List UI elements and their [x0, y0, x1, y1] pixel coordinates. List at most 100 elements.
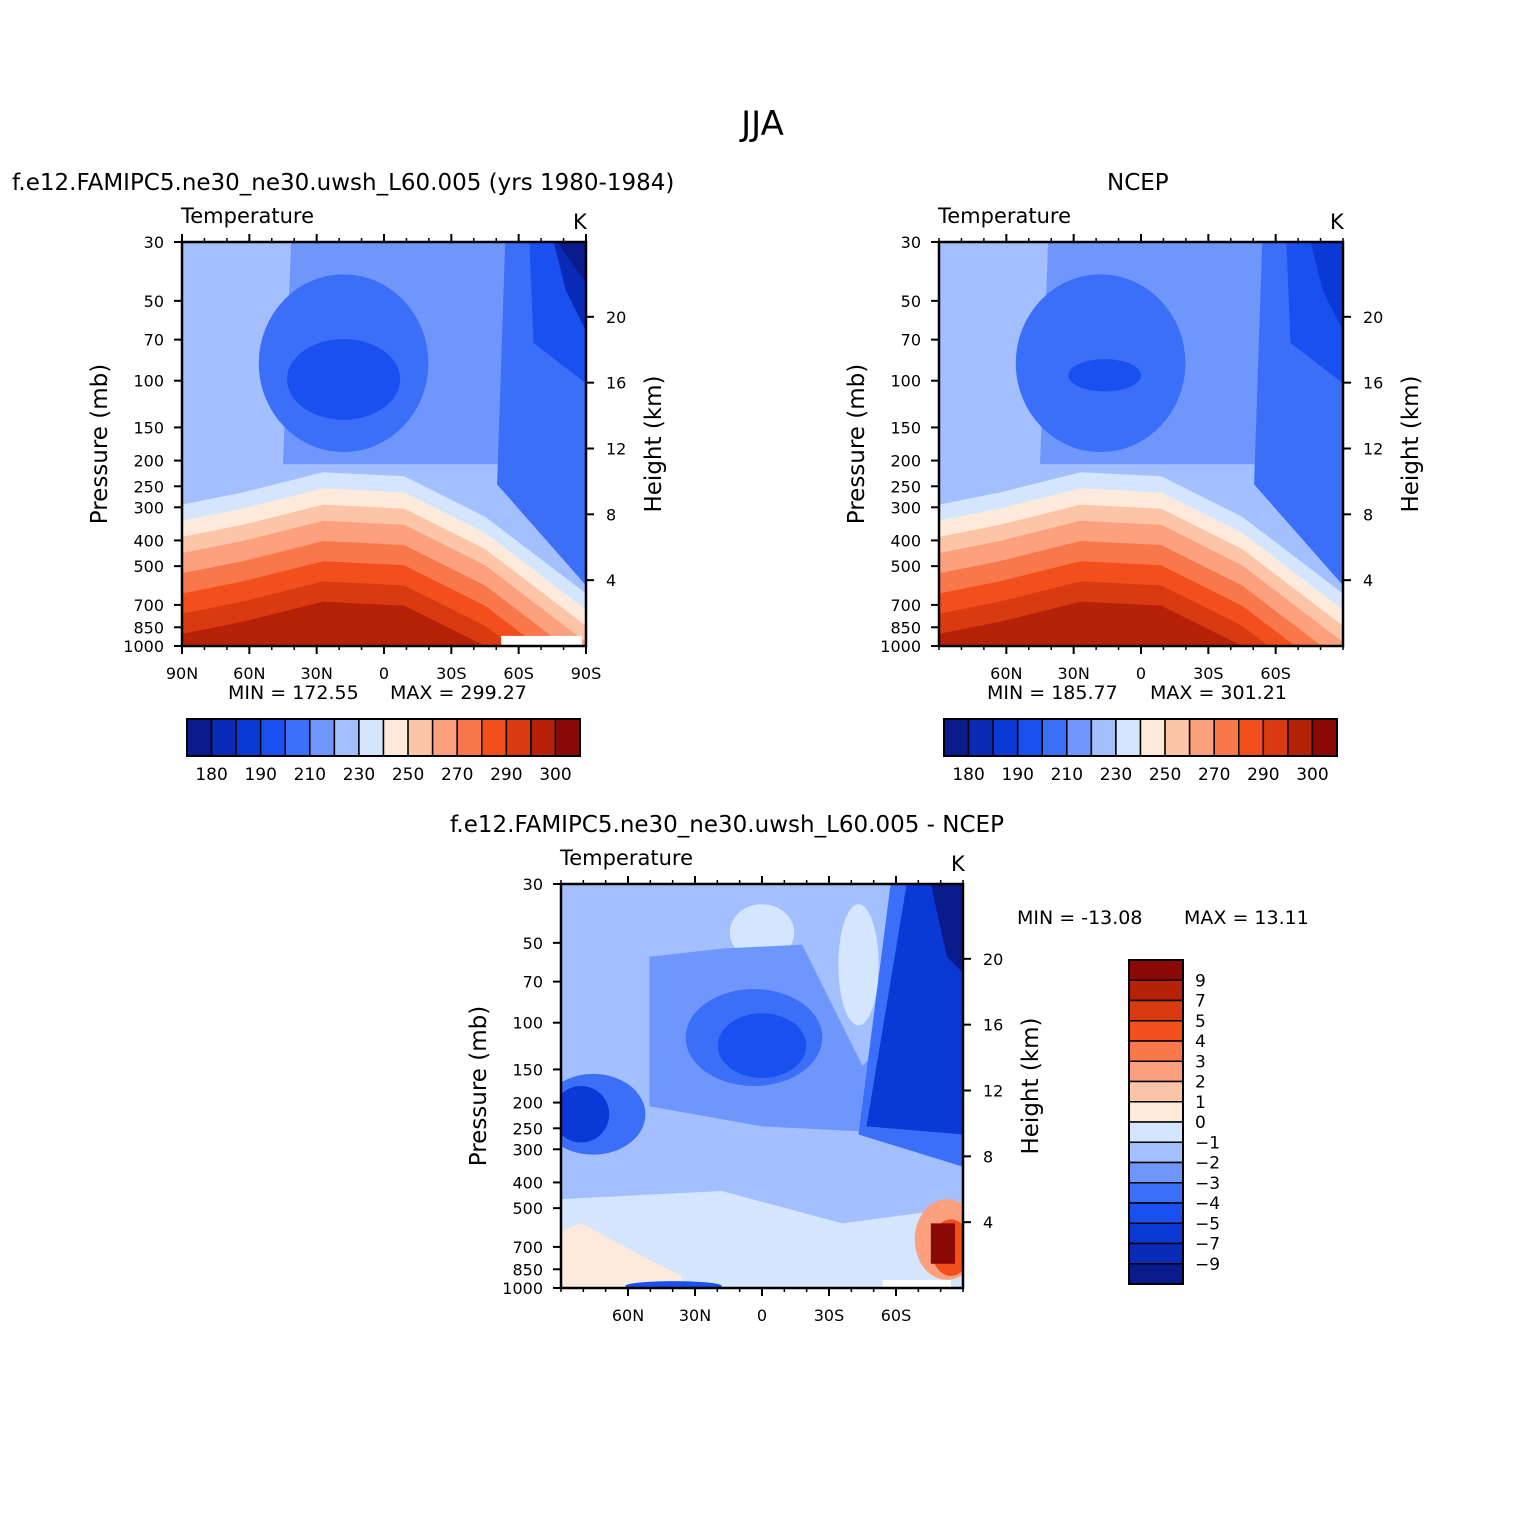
panel2-htick-label: 16 — [1363, 374, 1383, 393]
panel2-ytick-label: 1000 — [880, 637, 921, 656]
panel3-colorbar-label: 3 — [1195, 1052, 1206, 1072]
panel1-xtick-label: 60N — [233, 664, 265, 683]
panel1-colorbar-box — [333, 718, 360, 757]
panel3-htick-label: 8 — [983, 1147, 993, 1166]
panel3-colorbar-label: −7 — [1195, 1235, 1220, 1255]
panel1-colorbar-box — [505, 718, 532, 757]
panel3-xtick-label: 30N — [679, 1306, 711, 1325]
panel1-missing-data — [501, 635, 582, 646]
panel2-band — [1310, 242, 1343, 331]
panel3-title: f.e12.FAMIPC5.ne30_ne30.uwsh_L60.005 - N… — [450, 812, 1004, 838]
panel2-variable-label: Temperature — [938, 204, 1072, 228]
panel3-colorbar-label: 2 — [1195, 1073, 1206, 1093]
panel1-colorbar-box — [284, 718, 311, 757]
panel3-ytick-label: 30 — [523, 875, 543, 894]
panel2-colorbar-label: 300 — [1296, 765, 1328, 785]
panel3-colorbar-box — [1128, 1202, 1184, 1224]
panel2-colorbar-label: 270 — [1198, 765, 1230, 785]
panel2-htick-label: 8 — [1363, 505, 1373, 524]
panel1-ytick-label: 850 — [133, 618, 164, 637]
panel3-ytick-label: 150 — [512, 1060, 543, 1079]
panel3-ytick-label: 300 — [512, 1140, 543, 1159]
panel3-colorbar-box — [1128, 1080, 1184, 1103]
figure-title: JJA — [741, 104, 784, 144]
panel3-xtick-label: 0 — [757, 1306, 767, 1325]
panel2-colorbar-label: 290 — [1247, 765, 1279, 785]
panel3-variable-label: Temperature — [560, 846, 694, 870]
panel3-xtick-label: 30S — [814, 1306, 845, 1325]
panel3-colorbar-box — [1128, 979, 1184, 1002]
panel1-colorbar-box — [259, 718, 286, 757]
panel2-colorbar-label: 210 — [1051, 765, 1083, 785]
panel1-variable-label: Temperature — [181, 204, 315, 228]
panel3-colorbar-box — [1128, 1242, 1184, 1265]
panel1-colorbar-box — [431, 718, 458, 757]
panel2-colorbar-box — [992, 718, 1019, 757]
panel3-colorbar-label: −9 — [1195, 1255, 1220, 1275]
panel1-ytick-label: 200 — [133, 452, 164, 471]
panel3-band — [561, 1086, 610, 1143]
panel2-ytick-label: 700 — [890, 596, 921, 615]
panel2-htick-label: 12 — [1363, 439, 1383, 458]
panel1-xtick-label: 30S — [436, 664, 467, 683]
panel2-ytick-label: 150 — [890, 418, 921, 437]
panel3-colorbar-box — [1128, 1121, 1184, 1143]
panel3-ylabel-right: Height (km) — [1018, 1017, 1044, 1154]
panel3-band — [930, 884, 963, 973]
panel1-ytick-label: 400 — [133, 531, 164, 550]
panel1-band — [557, 242, 586, 283]
panel1-min-label: MIN = 172.55 — [228, 682, 359, 704]
panel1-ytick-label: 300 — [133, 498, 164, 517]
panel3-colorbar-label: −1 — [1195, 1133, 1220, 1153]
panel3-colorbar-label: 9 — [1195, 971, 1206, 991]
panel3-colorbar-label: −4 — [1195, 1194, 1220, 1214]
panel3-colorbar-frame — [1128, 959, 1184, 1285]
panel1-band — [287, 338, 401, 420]
panel1-colorbar-box — [235, 718, 262, 757]
panel1-colorbar-label: 300 — [539, 765, 571, 785]
panel3-colorbar-box — [1128, 1101, 1184, 1123]
panel1-colorbar-label: 270 — [441, 765, 473, 785]
panel3-colorbar-box — [1128, 1182, 1184, 1204]
panel3-ytick-label: 400 — [512, 1173, 543, 1192]
panel3-colorbar-label: 4 — [1195, 1032, 1206, 1052]
panel2-ylabel: Pressure (mb) — [844, 364, 870, 524]
panel1-colorbar-label: 250 — [392, 765, 424, 785]
panel2-colorbar-box — [1262, 718, 1289, 757]
panel1-ytick-label: 500 — [133, 557, 164, 576]
panel1-units: K — [573, 210, 587, 234]
panel3-htick-label: 20 — [983, 950, 1003, 969]
panel2-colorbar-box — [1139, 718, 1166, 757]
panel3-band — [561, 1223, 682, 1288]
panel3-band — [717, 1013, 807, 1078]
panel1-max-label: MAX = 299.27 — [390, 682, 527, 704]
panel2-xtick-label: 0 — [1136, 664, 1146, 683]
panel2-ytick-label: 70 — [901, 331, 921, 350]
panel3-ytick-label: 700 — [512, 1238, 543, 1257]
panel1-ylabel: Pressure (mb) — [87, 364, 113, 524]
panel2-colorbar-box — [1016, 718, 1043, 757]
panel3-band — [866, 884, 963, 1135]
panel2-colorbar-label: 190 — [1001, 765, 1033, 785]
panel2-ytick-label: 200 — [890, 452, 921, 471]
panel3-colorbar-box — [1128, 1141, 1184, 1164]
panel3-band — [838, 904, 879, 1026]
panel2-colorbar-box — [1213, 718, 1240, 757]
panel2-colorbar-box — [1311, 718, 1338, 757]
panel2-ytick-label: 30 — [901, 233, 921, 252]
panel3-colorbar-box — [1128, 1060, 1184, 1083]
panel2-units: K — [1330, 210, 1344, 234]
panel1-xtick-label: 30N — [301, 664, 333, 683]
panel2-ytick-label: 850 — [890, 618, 921, 637]
panel1-htick-label: 12 — [606, 439, 626, 458]
panel1-colorbar-box — [530, 718, 557, 757]
panel2-colorbar-box — [1090, 718, 1117, 757]
panel3-colorbar-box — [1128, 1020, 1184, 1042]
panel1-xtick-label: 60S — [503, 664, 534, 683]
panel1-colorbar-box — [309, 718, 336, 757]
panel1-ytick-label: 30 — [144, 233, 164, 252]
panel1-colorbar-frame — [186, 718, 581, 757]
panel3-colorbar-label: 0 — [1195, 1113, 1206, 1133]
panel3-colorbar-label: 1 — [1195, 1093, 1206, 1113]
